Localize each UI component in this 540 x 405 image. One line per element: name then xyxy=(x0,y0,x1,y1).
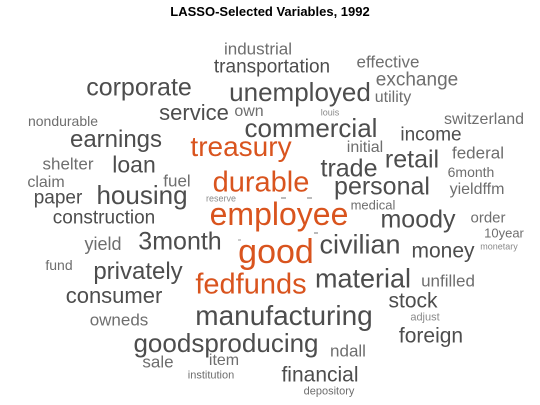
word-own: own xyxy=(234,103,264,120)
word-commercial: commercial xyxy=(244,113,378,143)
word-monetary: monetary xyxy=(480,241,518,252)
word-medical: medical xyxy=(350,197,396,213)
word-reserve: reserve xyxy=(205,193,237,204)
word-yieldffm: yieldffm xyxy=(449,181,505,198)
word-durable: durable xyxy=(212,166,310,199)
word-transportation: transportation xyxy=(213,56,331,78)
word-nondurable: nondurable xyxy=(27,113,99,129)
word-adjust: adjust xyxy=(410,311,440,324)
word-personal: personal xyxy=(334,172,430,201)
figure-title: LASSO-Selected Variables, 1992 xyxy=(170,4,370,19)
word-unemployed: unemployed xyxy=(229,77,371,107)
word-institution: institution xyxy=(187,369,235,382)
word-earnings: earnings xyxy=(69,126,163,153)
word-treasury: treasury xyxy=(190,131,292,162)
word-fuel: fuel xyxy=(163,171,191,191)
speck xyxy=(238,239,241,241)
word-privately: privately xyxy=(93,258,183,285)
word-corporate: corporate xyxy=(86,73,192,102)
word-ndall: ndall xyxy=(330,341,366,361)
word-switzerland: switzerland xyxy=(443,111,525,128)
word-trade: trade xyxy=(320,154,378,183)
word-stock: stock xyxy=(388,289,438,313)
word-shelter: shelter xyxy=(42,154,94,174)
word-effective: effective xyxy=(356,52,420,72)
word-moody: moody xyxy=(380,205,456,234)
speck xyxy=(307,197,312,199)
word-retail: retail xyxy=(384,145,440,174)
word-paper: paper xyxy=(33,187,83,209)
word-depository: depository xyxy=(303,385,355,398)
word-housing: housing xyxy=(96,180,188,210)
word-item: item xyxy=(208,352,240,369)
word-civilian: civilian xyxy=(319,229,401,260)
word-goodsproducing: goodsproducing xyxy=(133,328,319,358)
word-3month: 3month xyxy=(138,227,222,256)
word-fedfunds: fedfunds xyxy=(195,268,307,301)
speck xyxy=(281,197,286,199)
word-sale: sale xyxy=(142,352,174,372)
word-unfilled: unfilled xyxy=(421,271,475,291)
word-yield: yield xyxy=(84,234,122,254)
word-financial: financial xyxy=(281,363,359,387)
word-fund: fund xyxy=(45,257,73,273)
word-6month: 6month xyxy=(447,164,495,180)
word-foreign: foreign xyxy=(398,324,464,348)
word-louis: louis xyxy=(320,107,340,118)
word-consumer: consumer xyxy=(65,283,163,308)
word-initial: initial xyxy=(346,139,384,156)
word-material: material xyxy=(314,263,412,294)
word-service: service xyxy=(159,100,229,125)
word-construction: construction xyxy=(52,207,156,229)
word-good: good xyxy=(238,233,314,271)
word-money: money xyxy=(411,239,475,263)
speck xyxy=(314,232,318,234)
word-employee: employee xyxy=(209,196,349,232)
word-loan: loan xyxy=(112,151,156,178)
word-industrial: industrial xyxy=(223,39,293,59)
word-order: order xyxy=(470,209,506,227)
word-claim: claim xyxy=(27,174,65,191)
word-income: income xyxy=(400,124,462,146)
word-utility: utility xyxy=(374,89,412,106)
word-manufacturing: manufacturing xyxy=(195,300,373,331)
word-10year: 10year xyxy=(484,225,524,241)
word-exchange: exchange xyxy=(375,69,459,91)
word-owneds: owneds xyxy=(89,310,149,330)
word-federal: federal xyxy=(452,143,504,163)
